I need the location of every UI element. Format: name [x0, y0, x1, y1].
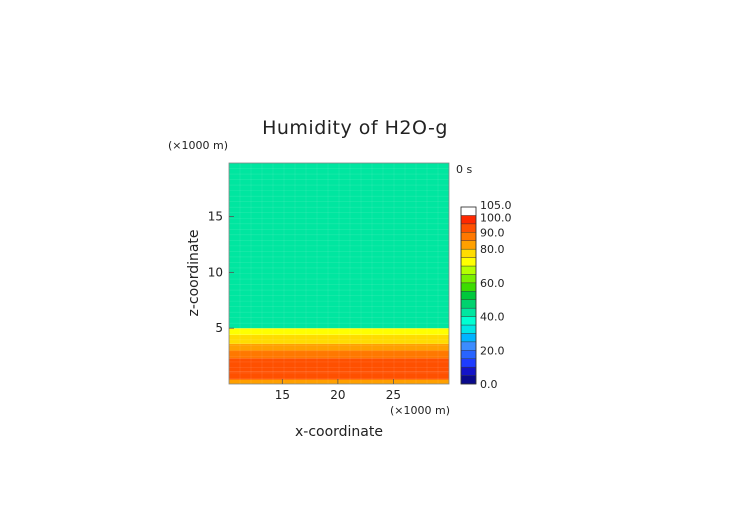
colorbar-swatch	[460, 257, 477, 267]
plot-frame	[228, 162, 450, 385]
heatmap-band	[229, 328, 449, 335]
colorbar-swatch	[460, 307, 477, 317]
y-axis-label: z-coordinate	[186, 229, 202, 316]
colorbar-swatch	[460, 265, 477, 275]
colorbar-swatch	[460, 248, 477, 258]
x-tick-label: 20	[330, 388, 345, 402]
x-unit-label: (×1000 m)	[390, 404, 450, 417]
colorbar-swatch	[460, 232, 477, 241]
plot-area	[229, 163, 449, 384]
colorbar-swatch	[460, 274, 477, 284]
colorbar-tick-label: 60.0	[480, 277, 505, 290]
colorbar-swatch	[460, 366, 477, 376]
heatmap-band	[229, 379, 449, 384]
heatmap-band	[229, 350, 449, 359]
y-tick-label: 10	[208, 265, 223, 279]
x-tick-label: 25	[386, 388, 401, 402]
x-axis-label: x-coordinate	[295, 424, 383, 440]
colorbar-swatch	[460, 299, 477, 309]
heatmap-band	[229, 163, 449, 329]
colorbar-tick-label: 90.0	[480, 226, 505, 239]
colorbar-swatch	[460, 223, 477, 233]
x-axis: 15 20 25	[275, 379, 401, 402]
colorbar-swatch	[460, 324, 477, 334]
colorbar-frame	[460, 206, 477, 385]
heatmap-band	[229, 334, 449, 344]
colorbar-swatch	[460, 240, 477, 250]
colorbar-tick-label: 80.0	[480, 243, 505, 256]
colorbar-swatch	[460, 341, 477, 351]
x-tick-label: 15	[275, 388, 290, 402]
heatmap-band	[229, 371, 449, 380]
colorbar-tick-label: 40.0	[480, 311, 505, 324]
colorbar-swatch	[460, 291, 477, 300]
colorbar-swatch	[460, 350, 477, 359]
y-axis: 5 10 15	[208, 210, 234, 335]
heatmap-band	[229, 358, 449, 372]
colorbar-swatch	[460, 316, 477, 326]
y-unit-label: (×1000 m)	[168, 139, 228, 152]
chart-title: Humidity of H2O-g	[262, 117, 448, 139]
colorbar-tick-label: 100.0	[480, 211, 512, 224]
colorbar-swatch	[460, 358, 477, 368]
heatmap-band	[229, 343, 449, 351]
y-tick-label: 15	[208, 210, 223, 224]
colorbar-tick-label: 0.0	[480, 378, 498, 391]
y-tick-label: 5	[215, 321, 223, 335]
time-label: 0 s	[456, 163, 472, 176]
colorbar-swatch	[460, 215, 477, 225]
colorbar-tick-label: 20.0	[480, 344, 505, 357]
colorbar-swatch	[460, 206, 477, 216]
colorbar-swatch	[460, 282, 477, 292]
colorbar-swatch	[460, 375, 477, 385]
colorbar-tick-label: 105.0	[480, 199, 512, 212]
colorbar-swatch	[460, 333, 477, 343]
